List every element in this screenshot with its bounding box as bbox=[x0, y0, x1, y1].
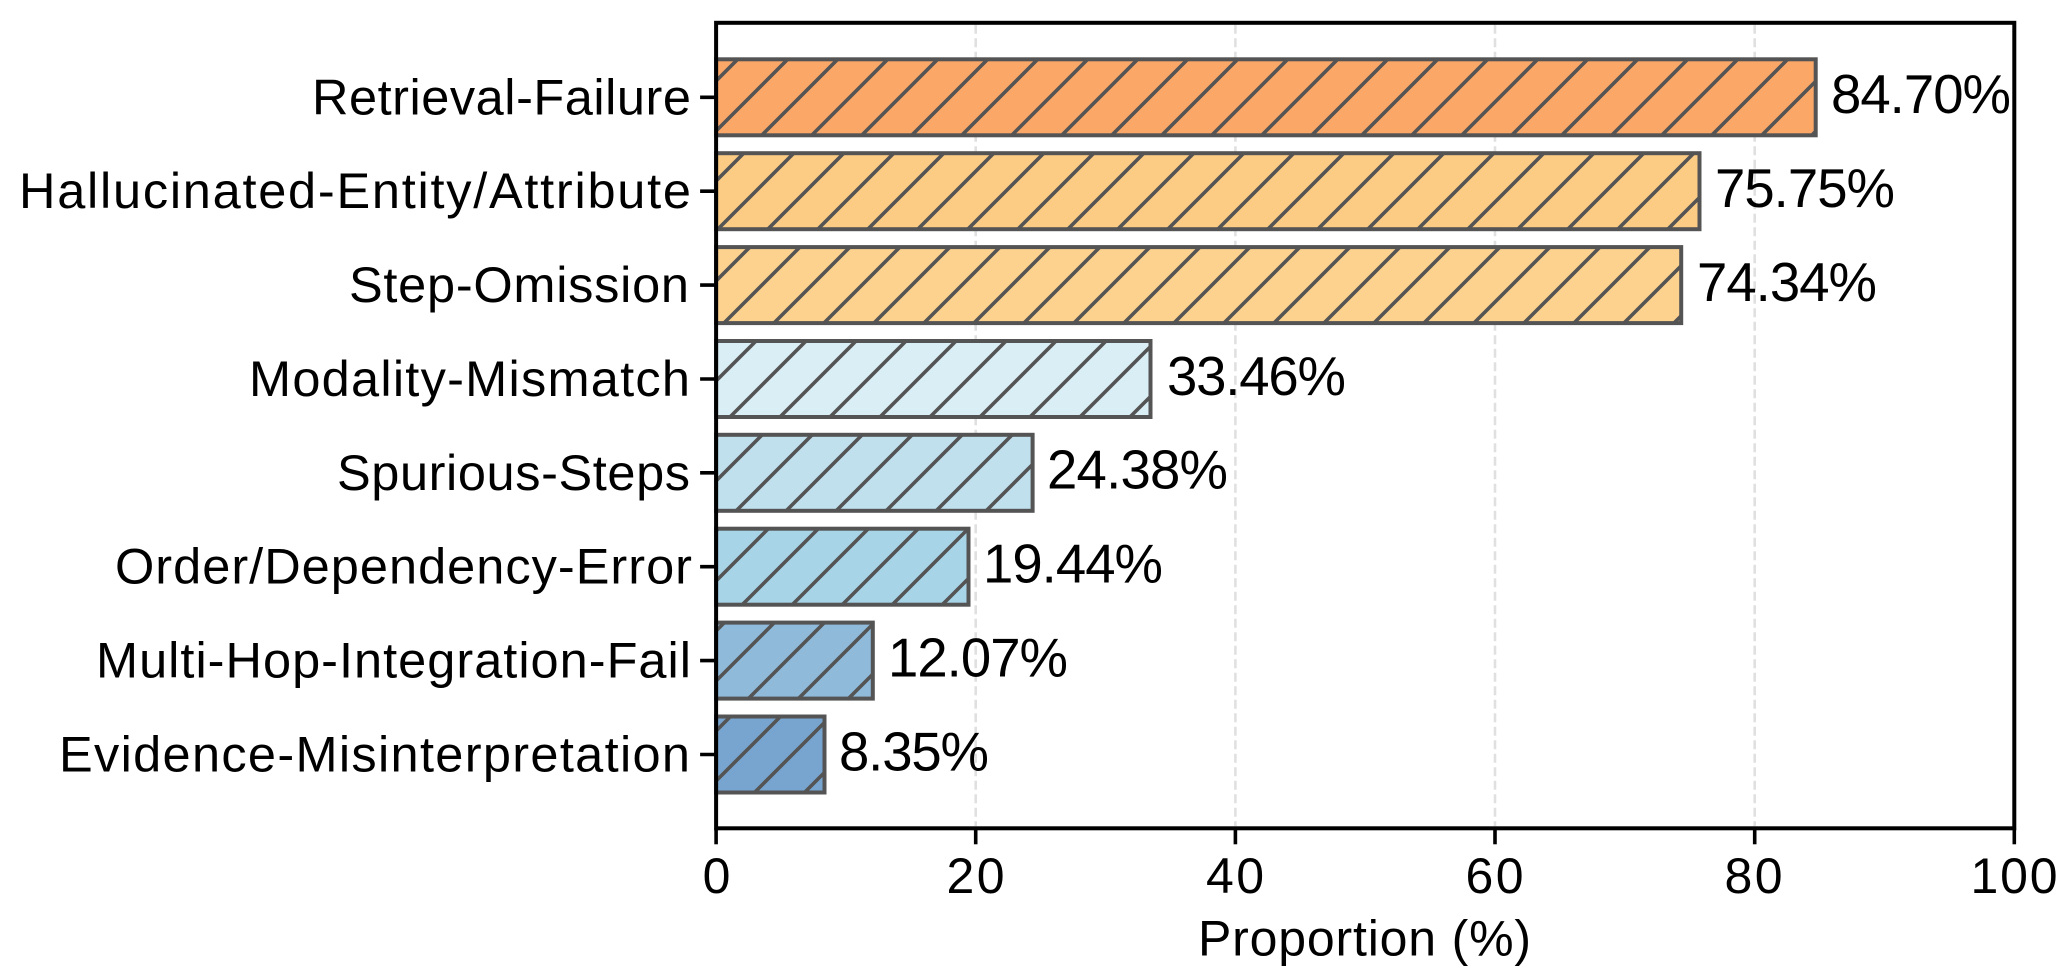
svg-text:Evidence-Misinterpretation: Evidence-Misinterpretation bbox=[59, 726, 690, 783]
svg-text:Retrieval-Failure: Retrieval-Failure bbox=[312, 68, 691, 125]
svg-text:84.70%: 84.70% bbox=[1831, 64, 2011, 125]
svg-text:Multi-Hop-Integration-Fail: Multi-Hop-Integration-Fail bbox=[96, 632, 691, 689]
svg-text:75.75%: 75.75% bbox=[1715, 158, 1895, 219]
svg-text:Step-Omission: Step-Omission bbox=[349, 256, 689, 313]
svg-text:0: 0 bbox=[703, 848, 731, 904]
svg-text:24.38%: 24.38% bbox=[1047, 440, 1228, 501]
svg-text:Modality-Mismatch: Modality-Mismatch bbox=[249, 350, 690, 407]
svg-text:19.44%: 19.44% bbox=[983, 534, 1163, 595]
svg-text:Order/Dependency-Error: Order/Dependency-Error bbox=[115, 538, 692, 595]
svg-text:74.34%: 74.34% bbox=[1697, 252, 1877, 313]
svg-text:8.35%: 8.35% bbox=[839, 721, 989, 782]
svg-text:Proportion (%): Proportion (%) bbox=[1198, 911, 1531, 967]
svg-text:Spurious-Steps: Spurious-Steps bbox=[337, 444, 690, 501]
svg-text:33.46%: 33.46% bbox=[1167, 346, 1346, 407]
svg-text:100: 100 bbox=[1971, 848, 2058, 904]
svg-text:Hallucinated-Entity/Attribute: Hallucinated-Entity/Attribute bbox=[19, 162, 691, 219]
svg-text:12.07%: 12.07% bbox=[888, 627, 1068, 688]
